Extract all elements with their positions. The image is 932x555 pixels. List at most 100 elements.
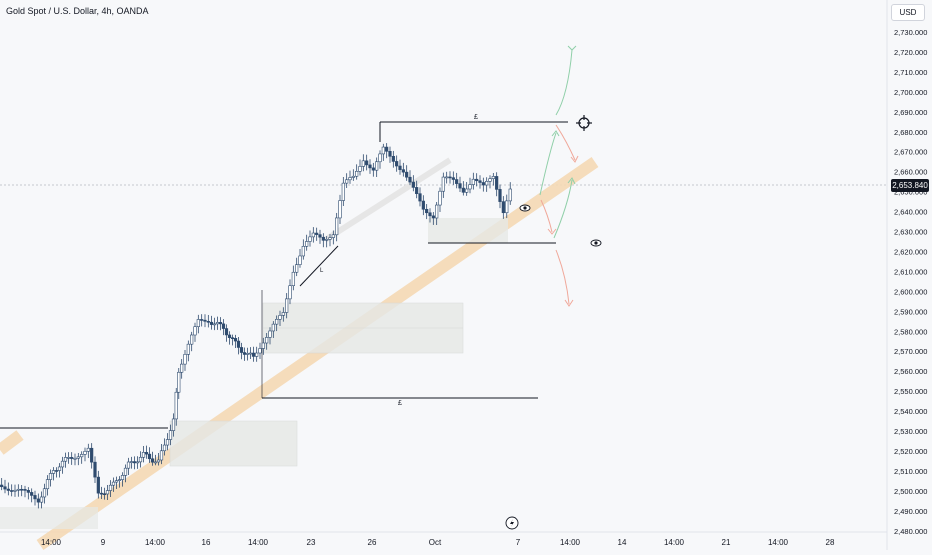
time-axis-label: 14:00	[664, 538, 685, 547]
candle-body	[411, 181, 415, 188]
price-axis-label: 2,720.000	[894, 48, 927, 57]
crosshair-target-icon[interactable]	[576, 115, 592, 131]
price-axis-label: 2,700.000	[894, 88, 927, 97]
candle-body	[66, 457, 71, 459]
candle-body	[190, 334, 194, 345]
candle-body	[70, 457, 74, 459]
projection-arrows[interactable]	[539, 45, 579, 307]
price-axis-label: 2,610.000	[894, 267, 927, 276]
candle-body	[39, 496, 44, 503]
candle-body	[395, 161, 399, 167]
candle-body	[361, 160, 365, 167]
price-axis-label: 2,660.000	[894, 168, 927, 177]
eye-icon[interactable]	[590, 239, 602, 247]
candle-body	[305, 241, 309, 247]
price-axis-label: 2,550.000	[894, 387, 927, 396]
candle-body	[3, 486, 7, 490]
time-axis-label: 21	[722, 538, 731, 547]
candle-body	[203, 319, 207, 322]
candle-body	[215, 322, 220, 325]
currency-button[interactable]: USD	[891, 4, 925, 21]
candle-body	[471, 178, 475, 185]
price-axis[interactable]: 2,730.000 2,720.000 2,710.000 2,700.000 2,69…	[894, 28, 927, 536]
eye-icon[interactable]	[519, 204, 531, 212]
candle-body	[288, 285, 292, 300]
candle-body	[30, 492, 34, 496]
candle-body	[485, 181, 489, 186]
price-axis-label: 2,670.000	[894, 148, 927, 157]
candle-body	[221, 323, 226, 329]
candle-body	[129, 461, 134, 463]
candle-body	[405, 171, 409, 178]
time-axis-label: 9	[101, 538, 106, 547]
candle-body	[150, 458, 155, 463]
level-marker-top: £	[474, 114, 478, 121]
candle-body	[120, 475, 125, 480]
candle-body	[86, 447, 90, 452]
candle-body	[242, 352, 247, 355]
candle-body	[111, 481, 116, 486]
candle-body	[381, 146, 385, 155]
price-axis-label: 2,500.000	[894, 487, 927, 496]
candle-body	[451, 177, 455, 180]
time-axis-label: 14:00	[145, 538, 166, 547]
candle-body	[398, 165, 402, 170]
candle-body	[48, 473, 53, 480]
range-zone[interactable]	[428, 218, 508, 243]
candle-body	[275, 319, 279, 325]
candle-body	[80, 454, 84, 458]
demand-zone-2[interactable]	[169, 420, 298, 467]
candle-body	[135, 461, 140, 464]
time-axis-label: 7	[516, 538, 521, 547]
price-axis-label: 2,510.000	[894, 467, 927, 476]
candle-body	[281, 312, 285, 316]
time-axis[interactable]: 14:00 9 14:00 16 14:00 23 26 Oct 7 14:00 14 14:00 21…	[41, 538, 835, 547]
candle-body	[20, 488, 24, 491]
candle-body	[315, 232, 319, 235]
candle-body	[428, 212, 432, 217]
candle-body	[26, 490, 30, 493]
candle-body	[117, 479, 122, 481]
candle-body	[45, 479, 50, 490]
candle-body	[491, 176, 495, 179]
candle-body	[248, 352, 253, 355]
candle-body	[328, 237, 332, 240]
candle-body	[206, 321, 210, 323]
time-axis-label: 14:00	[560, 538, 581, 547]
trend-segment[interactable]	[299, 245, 339, 287]
time-axis-label: 14:00	[768, 538, 789, 547]
candle-body	[227, 334, 232, 338]
candle-body	[468, 184, 472, 190]
candle-body	[445, 176, 449, 179]
candle-body	[261, 342, 265, 349]
price-axis-label: 2,580.000	[894, 327, 927, 336]
candle-body	[358, 166, 362, 172]
time-axis-label: 14	[618, 538, 627, 547]
candle-body	[321, 236, 325, 241]
candle-body	[236, 340, 241, 348]
candle-body	[93, 461, 97, 478]
candle-body	[458, 183, 462, 189]
demand-zone-1[interactable]	[0, 507, 98, 529]
candle-body	[505, 200, 509, 214]
candle-body	[291, 271, 295, 286]
time-axis-label: Oct	[429, 538, 442, 547]
candle-body	[461, 187, 465, 193]
candle-body	[132, 461, 137, 464]
candle-body	[108, 484, 113, 491]
candle-body	[76, 456, 80, 459]
candle-body	[488, 178, 492, 182]
candle-body	[475, 178, 479, 182]
candle-body	[183, 354, 187, 365]
time-axis-label: 16	[202, 538, 211, 547]
candle-body	[171, 418, 176, 431]
lightning-icon[interactable]	[505, 516, 519, 530]
candle-body	[255, 352, 259, 357]
parallel-channel-line[interactable]	[323, 157, 452, 243]
price-axis-label: 2,620.000	[894, 247, 927, 256]
current-price-tag: 2,653.840	[891, 179, 929, 192]
candle-body	[375, 161, 379, 171]
candle-body	[90, 447, 94, 463]
candle-body	[73, 457, 77, 460]
